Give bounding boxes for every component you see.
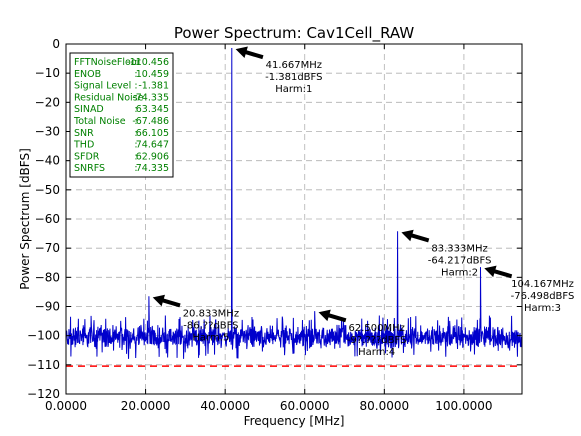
annotation-arrow-head <box>484 265 497 278</box>
stat-value: 10.459 <box>136 69 169 80</box>
stats-box-frame <box>69 52 174 178</box>
annotation-arrow-shaft <box>160 298 181 308</box>
y-tick-label: 0 <box>52 37 60 51</box>
stat-label: ENOB <box>74 69 101 80</box>
annotation-arrow-head <box>318 309 331 322</box>
y-tick-label: −100 <box>27 329 60 343</box>
annotation-text: Harm:2 <box>441 267 478 278</box>
annotation-text: -1.381dBFS <box>265 72 322 83</box>
annotation-text: 104.167MHz <box>511 279 574 290</box>
stat-value: 74.647 <box>136 140 169 151</box>
stat-value: 63.345 <box>136 104 169 115</box>
stat-separator: : <box>134 81 137 92</box>
annotation-arrow-shaft <box>409 233 430 243</box>
annotation-text: 83.333MHz <box>431 243 487 254</box>
stat-label: FFTNoiseFloor <box>74 57 141 68</box>
y-tick-label: −120 <box>27 387 60 401</box>
stat-separator: : <box>134 57 137 68</box>
x-tick-label: 100.0000 <box>435 399 492 413</box>
stat-separator: : <box>134 128 137 139</box>
annotation-text: Harm:4 <box>358 347 395 358</box>
annotation-text: Harm:3 <box>524 303 561 314</box>
stat-label: SINAD <box>74 104 104 115</box>
stat-label: Signal Level <box>74 81 131 92</box>
annotation-text: -64.217dBFS <box>428 255 492 266</box>
spectrum-series <box>66 47 522 367</box>
x-tick-label: 20.0000 <box>121 399 171 413</box>
annotation-arrow-head <box>401 229 414 242</box>
annotation-arrow-head <box>235 46 248 59</box>
annotation-arrow-shaft <box>243 49 264 60</box>
annotation-text: 41.667MHz <box>266 60 322 71</box>
annotation-arrow-shaft <box>326 312 347 323</box>
x-axis-ticks: 0.0000 20.0000 40.0000 60.0000 80.0000 100.00… <box>45 44 493 413</box>
stat-value: -67.486 <box>132 116 169 127</box>
stat-label: THD <box>73 140 94 151</box>
x-tick-label: 0.0000 <box>45 399 87 413</box>
x-axis-label: Frequency [MHz] <box>244 414 345 428</box>
stat-separator: : <box>134 140 137 151</box>
x-tick-label: 60.0000 <box>280 399 330 413</box>
chart-title: Power Spectrum: Cav1Cell_RAW <box>174 24 415 43</box>
annotation-arrow-shaft <box>492 268 513 279</box>
y-axis-label: Power Spectrum [dBFS] <box>18 148 32 290</box>
stat-separator: : <box>134 163 137 174</box>
stat-value: -1.381 <box>138 81 169 92</box>
stats-box: FFTNoiseFloor:-110.456ENOB:10.459Signal … <box>69 52 174 178</box>
annotation-text: -86.??dBFS <box>183 320 238 331</box>
stat-value: 62.906 <box>136 151 169 162</box>
stat-value: -74.335 <box>132 92 169 103</box>
x-tick-label: 80.0000 <box>360 399 410 413</box>
stat-label: SNR <box>74 128 94 139</box>
y-tick-label: −20 <box>35 95 60 109</box>
y-tick-label: −60 <box>35 212 60 226</box>
stat-label: Total Noise <box>73 116 126 127</box>
y-tick-label: −10 <box>35 66 60 80</box>
stat-label: Residual Noise <box>74 92 144 103</box>
y-tick-label: −80 <box>35 270 60 284</box>
annotation-text: 20.833MHz <box>183 308 239 319</box>
stat-label: SFDR <box>74 151 100 162</box>
stat-value: 66.105 <box>136 128 169 139</box>
annotation-text: -76.498dBFS <box>511 291 575 302</box>
stat-value: 74.335 <box>136 163 169 174</box>
stat-separator: : <box>134 104 137 115</box>
y-tick-label: −40 <box>35 154 60 168</box>
x-tick-label: 40.0000 <box>200 399 250 413</box>
annotation-text: Harm:1 <box>275 84 312 95</box>
annotation-text: Harm:5 <box>192 332 229 343</box>
annotation-text: 62.500MHz <box>348 323 404 334</box>
y-tick-label: −50 <box>35 183 60 197</box>
y-tick-label: −90 <box>35 300 60 314</box>
stat-value: -110.456 <box>126 57 169 68</box>
stat-separator: : <box>134 92 137 103</box>
annotation-text: -9?.???dBFS <box>347 335 407 346</box>
y-axis-ticks: 0 −10 −20 −30 −40 −50 −60 −70 −80 −90 −100 −110 −120 <box>27 37 522 401</box>
spectrum-line <box>66 48 522 359</box>
stat-label: SNRFS <box>74 163 105 174</box>
annotation-arrow-head <box>152 294 165 307</box>
y-tick-label: −30 <box>35 125 60 139</box>
stat-separator: : <box>134 151 137 162</box>
y-tick-label: −110 <box>27 358 60 372</box>
y-tick-label: −70 <box>35 241 60 255</box>
stat-separator: : <box>134 116 137 127</box>
stat-separator: : <box>134 69 137 80</box>
